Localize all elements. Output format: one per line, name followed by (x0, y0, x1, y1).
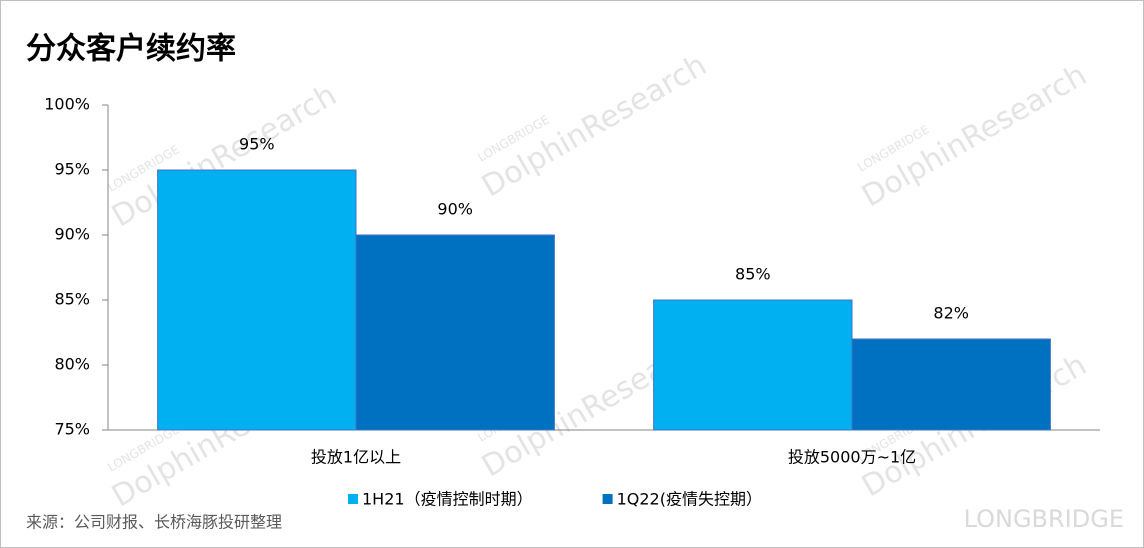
logo-text: LONGBRIDGE (964, 505, 1124, 533)
bar (157, 169, 357, 431)
y-tick-label: 100% (44, 95, 90, 114)
source-note: 来源：公司财报、长桥海豚投研整理 (26, 513, 282, 532)
y-tick-label: 75% (54, 420, 90, 439)
chart-title: 分众客户续约率 (26, 32, 236, 67)
y-tick-label: 80% (54, 355, 90, 374)
x-tick-label: 投放5000万~1亿 (788, 448, 916, 467)
bar (851, 338, 1051, 431)
data-label: 85% (735, 265, 771, 284)
data-label: 82% (933, 304, 969, 323)
data-label: 95% (239, 135, 275, 154)
y-tick-label: 85% (54, 290, 90, 309)
x-tick-label: 投放1亿以上 (311, 448, 401, 467)
y-tick-label: 90% (54, 225, 90, 244)
legend-swatch (348, 494, 358, 504)
legend-label: 1H21（疫情控制时期） (362, 490, 533, 509)
legend-swatch (602, 494, 613, 504)
legend-label: 1Q22(疫情失控期） (617, 490, 762, 509)
bar (355, 234, 555, 431)
y-tick-label: 95% (54, 160, 90, 179)
data-label: 90% (437, 200, 473, 219)
bar (653, 299, 853, 431)
